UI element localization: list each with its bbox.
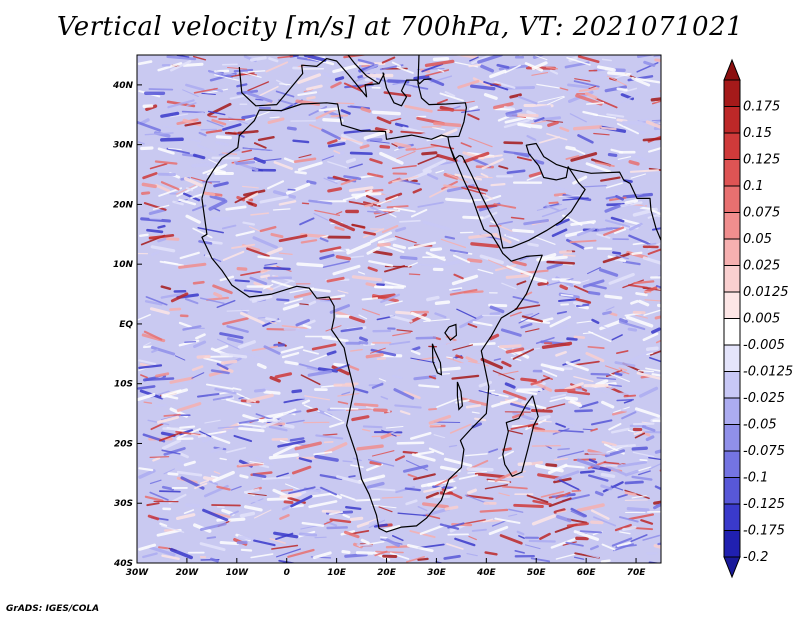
colorbar-label: 0.175 [743,100,780,115]
colorbar-label: 0.0125 [743,285,789,300]
lon-tick-label: 10E [327,568,347,578]
colorbar-swatch [723,159,741,187]
colorbar-swatch [723,371,741,399]
colorbar-label: -0.025 [743,391,785,406]
colorbar-swatch [723,424,741,452]
lat-tick-label: 10S [114,380,133,390]
colorbar-swatch [723,318,741,346]
lon-tick-label: 50E [527,568,547,578]
colorbar-swatch [723,132,741,160]
field-background [137,55,661,563]
colorbar-swatch [723,397,741,425]
colorbar-label: 0.15 [743,126,772,141]
colorbar-label: -0.2 [743,550,768,565]
colorbar-swatch [723,291,741,319]
lake-outline [431,343,443,376]
colorbar-swatch [723,79,741,107]
colorbar-swatch [723,212,741,240]
lon-tick-label: 60E [577,568,597,578]
lat-tick-label: 40N [112,81,134,91]
colorbar-label: 0.025 [743,259,780,274]
lake-outline [444,323,458,341]
lon-tick-label: 0 [284,568,290,578]
colorbar-label: -0.0125 [743,365,793,380]
colorbar: 0.175 0.15 0.125 0.1 0.075 0.05 0.025 0.0125 0.0… [723,58,793,579]
lat-tick-label: 40S [113,559,133,569]
coastline-path [201,102,543,533]
axis-ticks: 30W 20W 10W 0 10E 20E 30E 40E 50E 60E 70E 40N 30N 20N… [112,81,646,578]
lat-tick-label: 20S [114,439,133,449]
colorbar-swatch [723,477,741,505]
coastline-path [459,142,661,249]
coastline-path [502,395,539,477]
colorbar-label: 0.005 [743,312,780,327]
lat-tick-label: 30N [113,141,134,151]
colorbar-label: 0.125 [743,153,780,168]
lat-tick-label: 20N [113,200,134,210]
lon-tick-label: 30W [126,568,150,578]
colorbar-label: -0.175 [743,524,785,539]
lon-tick-label: 10W [226,568,250,578]
colorbar-label: -0.125 [743,497,785,512]
lat-tick-label: 30S [114,499,133,509]
colorbar-top-cap [723,58,741,81]
colorbar-swatch [723,238,741,266]
grads-credit: GrADS: IGES/COLA [6,604,100,614]
lon-tick-label: 20E [377,568,397,578]
velocity-field [137,55,661,563]
colorbar-swatch [723,344,741,372]
coastline-path [448,145,460,161]
colorbar-label: -0.005 [743,338,785,353]
lon-tick-label: 40E [476,568,497,578]
lon-tick-label: 30E [427,568,447,578]
colorbar-label: 0.1 [743,179,764,194]
lat-tick-label: 10N [113,260,134,270]
colorbar-swatch [723,106,741,134]
colorbar-swatch [723,530,741,558]
coastline-path [238,55,380,107]
lake-outline [456,381,464,411]
lon-tick-label: 20W [176,568,200,578]
coastline-path [417,55,467,138]
colorbar-swatch [723,185,741,213]
colorbar-label: -0.05 [743,418,777,433]
colorbar-swatch [723,265,741,293]
plot-frame [136,54,662,564]
lat-tick-label: EQ [119,320,133,330]
colorbar-label: 0.075 [743,206,780,221]
colorbar-bottom-cap [723,556,741,579]
colorbar-label: 0.05 [743,232,772,247]
coastline-path [378,72,432,107]
coastlines [201,55,661,533]
lon-tick-label: 70E [627,568,647,578]
colorbar-swatch [723,503,741,531]
colorbar-label: -0.1 [743,471,768,486]
colorbar-label: -0.075 [743,444,785,459]
chart-title: Vertical velocity [m/s] at 700hPa, VT: 2… [56,12,744,42]
field-streaks [137,55,661,563]
colorbar-swatch [723,450,741,478]
